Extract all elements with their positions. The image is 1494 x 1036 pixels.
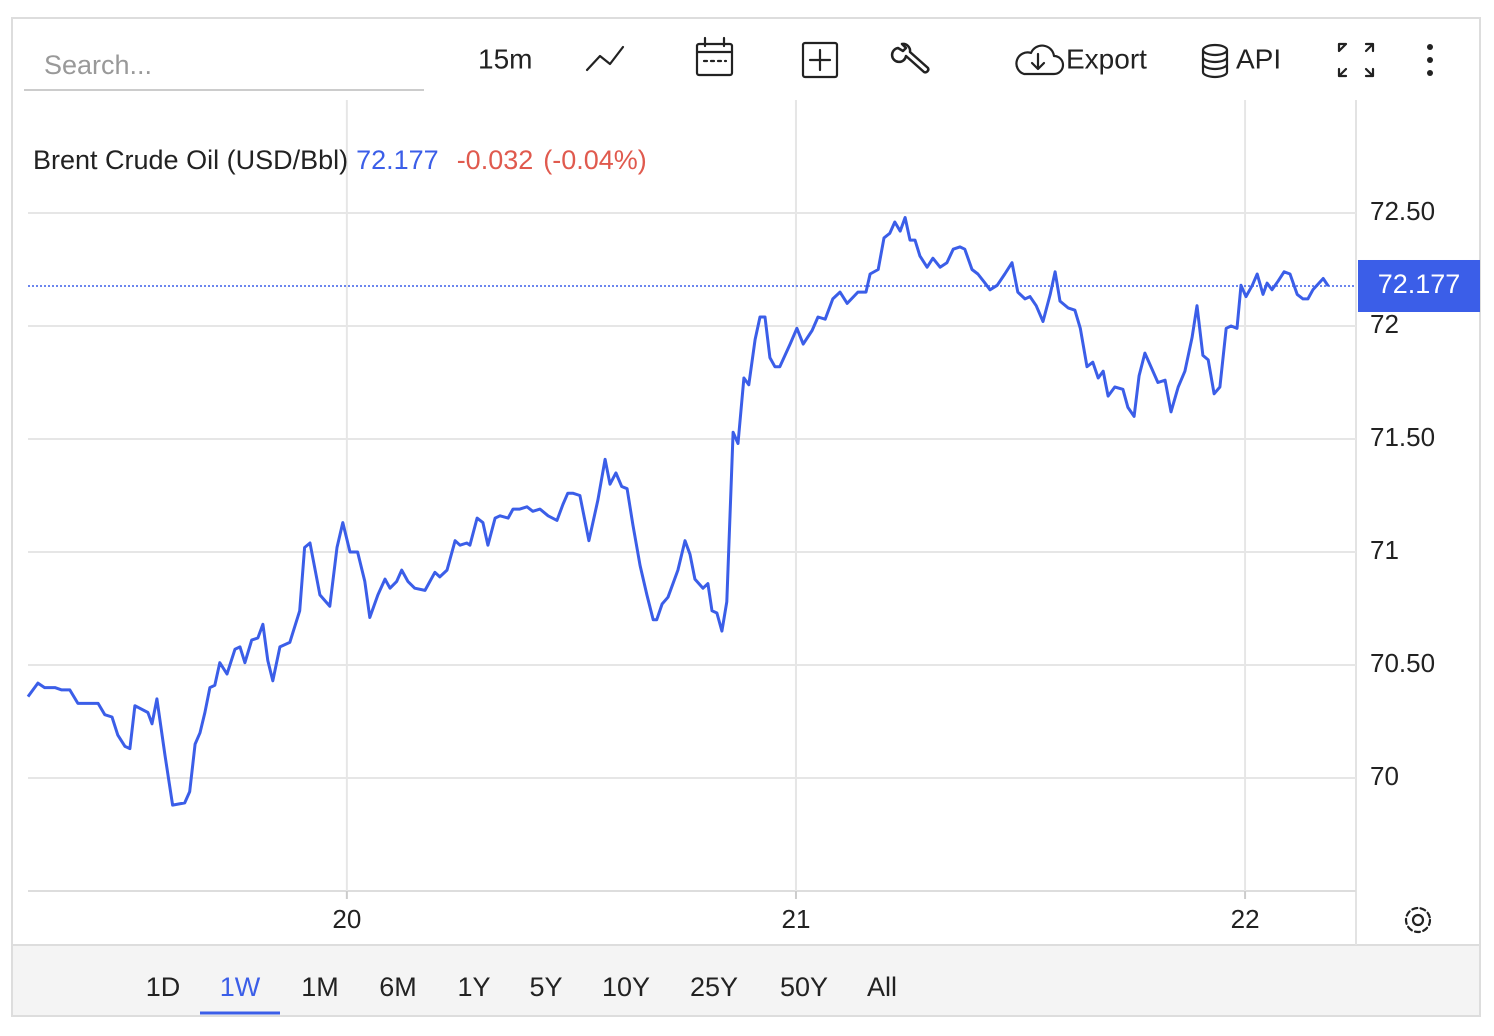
api-button[interactable]: API [1236,43,1281,74]
change-percent: (-0.04%) [543,145,647,175]
last-price-badge [1358,259,1480,312]
x-tick-label: 21 [782,904,811,934]
range-button[interactable]: 5Y [529,972,562,1002]
add-icon[interactable] [801,41,839,79]
range-button[interactable]: 6M [379,972,417,1002]
last-value: 72.177 [356,145,439,175]
api-icon[interactable] [1201,43,1229,79]
legend: Brent Crude Oil (USD/Bbl) 72.177 -0.032 (-0… [33,145,647,175]
y-tick-label: 72.50 [1370,196,1435,226]
x-tick-label: 20 [332,904,361,934]
y-tick-label: 70 [1370,761,1399,791]
settings-icon[interactable] [1404,906,1432,934]
y-tick-label: 71 [1370,535,1399,565]
fullscreen-icon[interactable] [1337,42,1375,78]
range-button[interactable]: 1M [301,972,339,1002]
last-price-label: 72.177 [1378,269,1461,299]
range-button[interactable]: 1W [220,972,261,1002]
tools-icon[interactable] [890,42,930,74]
change: -0.032 [457,145,534,175]
x-tick-label: 22 [1231,904,1260,934]
range-bar [13,945,1479,1015]
search-box[interactable]: Search... [44,50,152,80]
interval-button[interactable]: 15m [478,43,532,74]
y-tick-label: 72 [1370,309,1399,339]
calendar-icon[interactable] [695,36,734,77]
chart-title: Brent Crude Oil (USD/Bbl) 72.177 -0.032 (-0… [33,145,647,175]
price-line [26,216,1330,807]
grid [28,100,1356,891]
range-button[interactable]: 10Y [602,972,650,1002]
range-button[interactable]: 50Y [780,972,828,1002]
frame [11,17,1481,1017]
more-icon[interactable] [1427,44,1433,76]
title: Brent Crude Oil (USD/Bbl) [33,145,348,175]
range-button[interactable]: All [867,972,897,1002]
export-icon[interactable] [1015,44,1065,76]
export-button[interactable]: Export [1066,43,1147,74]
chart-type-icon[interactable] [585,45,625,72]
y-tick-label: 70.50 [1370,648,1435,678]
y-tick-label: 71.50 [1370,422,1435,452]
range-button[interactable]: 1Y [457,972,490,1002]
range-button[interactable]: 1D [146,972,181,1002]
range-button[interactable]: 25Y [690,972,738,1002]
